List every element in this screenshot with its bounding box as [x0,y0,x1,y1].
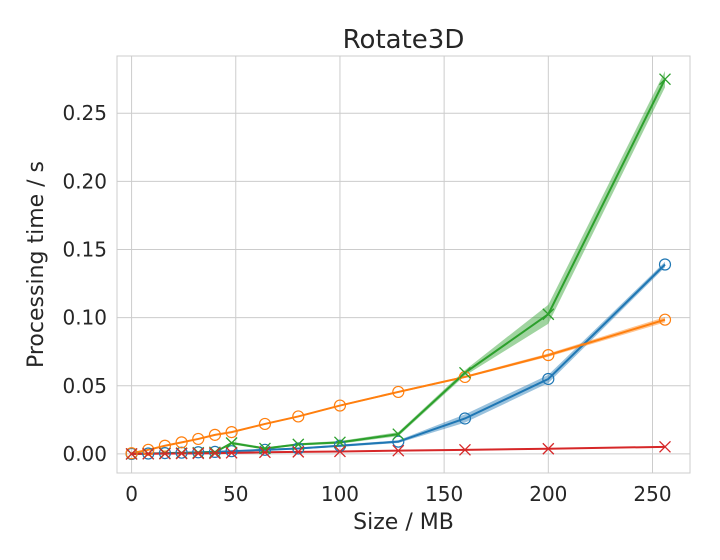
series-4-point [125,447,138,460]
series-2-point [142,443,155,456]
series-4-point [659,440,671,453]
series-1-point [142,447,155,460]
y-tick-label: 0.20 [62,169,107,193]
series-4-point [459,443,471,456]
y-tick-labels: 0.00 0.05 0.10 0.15 0.20 0.25 [62,101,107,466]
series-4-point [392,444,405,457]
series-2-point [258,417,272,431]
y-tick-label: 0.15 [62,238,107,262]
plot-frame [116,55,691,474]
series-1-point [175,446,188,459]
series-2-point [658,313,672,326]
x-tick-label: 150 [425,482,463,506]
x-axis-label: Size / MB [353,510,454,535]
series-1-point [192,446,205,459]
series-1-point [258,443,272,456]
plot-background [117,56,690,473]
series-4-point [158,447,171,460]
x-tick-labels: 0 50 100 150 200 250 [125,482,671,506]
chart-title: Rotate3D [343,25,465,55]
x-tick-label: 200 [529,482,567,506]
y-tick-label: 0.05 [62,374,107,398]
series-3-point [208,446,221,459]
series-lines [131,78,666,455]
series-2-line [131,318,666,455]
series-2-point [208,428,222,441]
x-tick-label: 100 [321,482,359,506]
series-2-point [458,370,472,384]
series-2-point [125,447,138,460]
y-axis-label: Processing time / s [24,161,49,368]
series-2-point [542,349,555,362]
series-1-point [658,258,672,271]
series-1-point [542,372,555,386]
series-1-point [158,447,172,460]
y-tick-label: 0.00 [62,442,107,466]
series-3-point [659,73,671,86]
series-1-point [292,442,305,455]
series-4-point [292,445,305,458]
x-tick-label: 50 [223,482,248,506]
series-1-point [392,435,405,448]
y-tick-label: 0.10 [62,306,107,330]
series-2-point [333,399,347,412]
series-1-point [458,412,472,425]
series-4-point [142,447,155,460]
series-2-point [392,385,405,399]
series-4-line [131,445,666,455]
x-tick-label: 250 [633,482,671,506]
series-4-point [225,446,238,459]
y-tick-label: 0.25 [62,101,107,125]
series-3-point [542,308,555,321]
series-2-point [192,432,205,446]
series-1-point [208,445,222,458]
series-4-point [333,445,346,458]
series-1-point [225,445,238,458]
series-4-point [192,447,205,460]
series-4-point [542,442,555,455]
series-2-point [175,436,188,449]
series-3-point [225,437,238,449]
series-2-point [225,426,238,439]
series-4-point [208,447,221,460]
x-tick-label: 0 [125,482,138,506]
series-4-point [175,447,188,460]
series-2-point [158,439,172,452]
series-3-point [459,366,471,379]
series-4-point [258,446,271,459]
series-2-point [292,410,305,423]
series-3-point [392,428,405,441]
series-3-point [333,436,346,449]
series-markers [125,73,672,461]
series-3-point [258,442,271,455]
